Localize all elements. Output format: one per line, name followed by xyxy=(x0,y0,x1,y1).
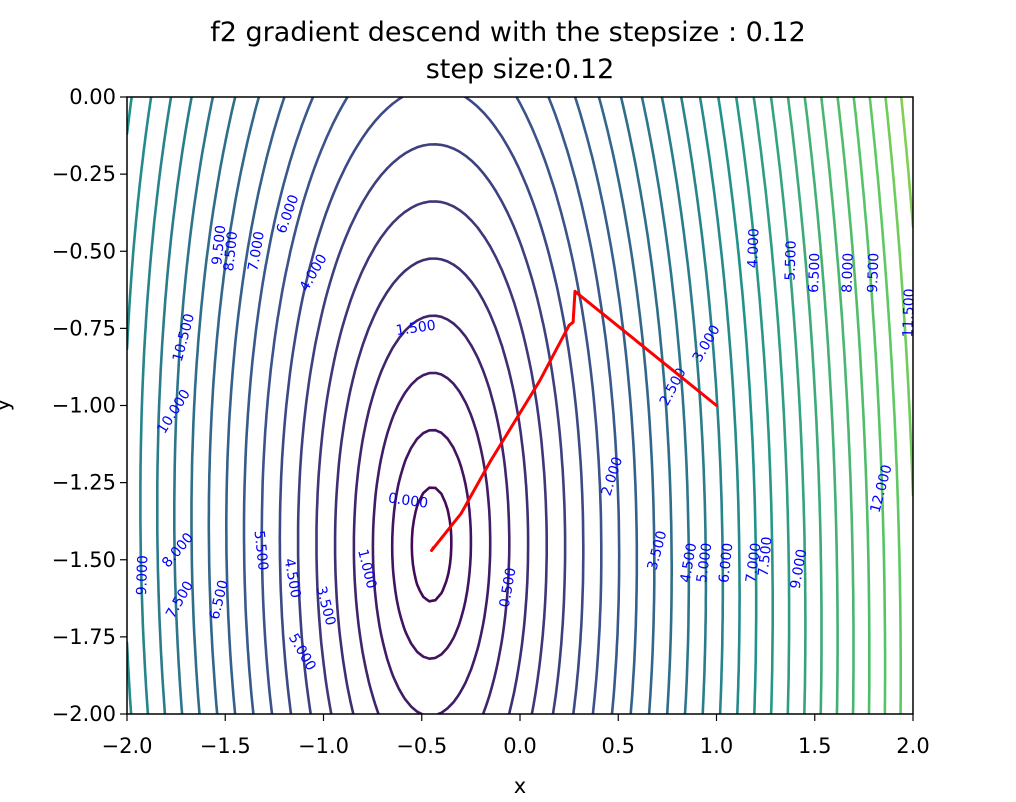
y-tick-label: −1.00 xyxy=(52,394,116,418)
descent-step-point xyxy=(440,536,443,540)
contour-label: 1.000 xyxy=(354,548,379,591)
contour-label: 8.500 xyxy=(221,230,241,272)
contour-line-11-5 xyxy=(803,97,839,714)
x-tick-label: 2.0 xyxy=(896,734,929,758)
contour-label: 4.500 xyxy=(281,557,304,599)
contour-line-6-5 xyxy=(190,97,673,714)
x-axis-ticks: −2.0 −1.5 −1.0 −0.5 0.0 0.5 1.0 1.5 2.0 xyxy=(102,714,930,758)
contour-line-5 xyxy=(242,97,621,714)
descent-step-point xyxy=(430,549,433,552)
contour-line-9-5 xyxy=(734,97,774,714)
contour-line-2 xyxy=(352,314,511,714)
contour-line-3 xyxy=(315,200,548,714)
x-tick-label: 1.5 xyxy=(798,734,831,758)
contour-line-1-5 xyxy=(371,371,492,714)
y-tick-label: −0.50 xyxy=(52,239,116,263)
descent-step-point xyxy=(538,379,542,383)
x-axis-label: x xyxy=(514,774,526,798)
descent-path xyxy=(430,289,718,552)
contour-line-4 xyxy=(278,97,585,714)
descent-step-point xyxy=(715,404,718,407)
contour-line-13 xyxy=(852,97,887,714)
y-axis-ticks: 0.00 −0.25 −0.50 −0.75 −1.00 −1.25 −1.50 −1.75 −… xyxy=(52,85,127,726)
contour-label: 0.500 xyxy=(497,566,520,608)
contour-line-12 xyxy=(820,97,855,714)
contour-label: 8.000 xyxy=(839,253,856,294)
x-tick-label: 1.0 xyxy=(700,734,733,758)
y-tick-label: −0.25 xyxy=(52,162,116,186)
contour-label: 9.500 xyxy=(209,224,229,266)
contour-label: 6.500 xyxy=(806,253,823,294)
x-tick-label: 0.5 xyxy=(602,734,635,758)
x-tick-label: −0.5 xyxy=(396,734,447,758)
contour-line-11 xyxy=(786,97,823,714)
plot-frame xyxy=(126,96,914,715)
contour-line-14 xyxy=(884,97,913,497)
contour-line-14-5 xyxy=(899,97,913,229)
contour-line-8 xyxy=(139,97,725,714)
contour-line-5-5 xyxy=(225,97,639,714)
contour-label: 7.500 xyxy=(756,536,776,578)
y-tick-label: −1.75 xyxy=(52,625,116,649)
chart-subtitle: step size:0.12 xyxy=(426,54,615,85)
chart-title: f2 gradient descend with the stepsize : … xyxy=(210,17,806,48)
y-tick-label: −2.00 xyxy=(52,702,116,726)
contour-label: 7.000 xyxy=(743,542,764,584)
x-tick-label: −2.0 xyxy=(102,734,153,758)
contour-line-6 xyxy=(207,97,656,714)
x-tick-label: −1.0 xyxy=(298,734,349,758)
contour-label: 1.500 xyxy=(395,318,437,339)
contour-label: 4.500 xyxy=(678,542,701,584)
contour-line-12-5 xyxy=(836,97,871,714)
descent-step-point xyxy=(573,289,577,293)
y-tick-label: −1.25 xyxy=(52,471,116,495)
contour-label: 5.500 xyxy=(782,240,799,281)
contour-label: 2.000 xyxy=(599,455,627,498)
descent-step-point xyxy=(567,323,571,327)
contour-line-7-5 xyxy=(156,97,708,714)
plot-area: 0.0000.5001.0001.5002.0002.5003.0003.500… xyxy=(127,97,918,714)
contour-label: 4.000 xyxy=(745,228,762,269)
descent-step-point xyxy=(432,546,435,549)
y-tick-label: −0.75 xyxy=(52,316,116,340)
contour-line-4-5 xyxy=(260,97,603,714)
contour-label: 0.000 xyxy=(387,490,429,511)
contour-label: 11.500 xyxy=(900,288,918,338)
descent-path-group xyxy=(430,289,718,552)
contour-line-1 xyxy=(390,428,473,660)
x-tick-label: 0.0 xyxy=(503,734,536,758)
descent-step-point xyxy=(459,512,463,515)
contour-label: 6.000 xyxy=(274,193,303,236)
contour-label: 10.500 xyxy=(170,312,198,363)
x-tick-label: −1.5 xyxy=(200,734,251,758)
contour-line-7 xyxy=(173,97,691,714)
contour-line-2-5 xyxy=(333,257,530,714)
contour-line-0-5 xyxy=(410,486,453,603)
contour-label: 3.500 xyxy=(645,529,671,572)
contour-line-9 xyxy=(127,97,758,714)
y-tick-label: −1.50 xyxy=(52,548,116,572)
y-tick-label: 0.00 xyxy=(69,85,116,109)
contour-line-13-5 xyxy=(868,97,902,714)
contour-label: 9.000 xyxy=(788,548,811,590)
contour-label: 9.500 xyxy=(865,253,882,294)
descent-step-point xyxy=(489,459,492,463)
descent-step-point xyxy=(571,320,575,324)
contour-label: 12.000 xyxy=(867,463,895,514)
y-axis-label: y xyxy=(0,399,14,411)
contour-label: 5.500 xyxy=(251,530,271,572)
contour-lines xyxy=(127,97,913,714)
contour-label: 3.500 xyxy=(313,585,339,628)
contour-label: 7.000 xyxy=(245,230,268,272)
contour-line-10 xyxy=(752,97,791,714)
contour-line-3-5 xyxy=(296,143,567,714)
contour-label: 5.000 xyxy=(694,542,715,584)
contour-label: 5.000 xyxy=(285,631,319,674)
contour-line-10-5 xyxy=(769,97,807,714)
contour-label: 4.000 xyxy=(297,251,331,294)
contour-label: 9.000 xyxy=(134,555,151,596)
contour-label: 6.000 xyxy=(716,542,736,584)
